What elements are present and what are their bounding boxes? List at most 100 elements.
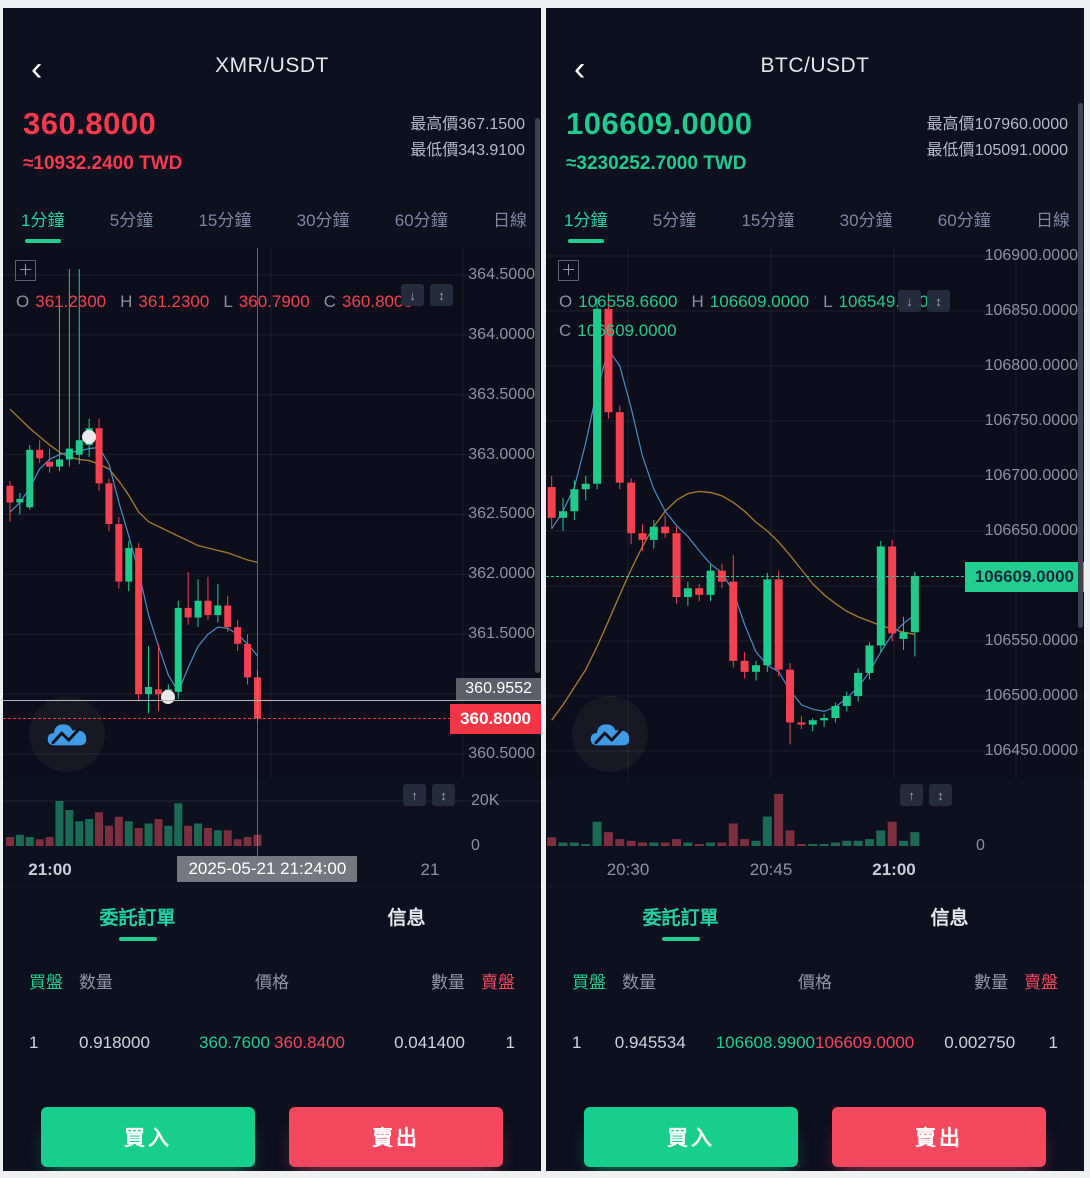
candle xyxy=(729,581,738,661)
sell-price[interactable]: 360.8400 xyxy=(274,1033,345,1052)
sell-level: 1 xyxy=(505,1033,515,1052)
candle xyxy=(115,524,123,582)
volume-bar xyxy=(154,819,163,846)
timeframe-tab[interactable]: 5分鐘 xyxy=(109,210,154,230)
volume-bar xyxy=(223,830,232,846)
scale-expand-button[interactable]: ↕ xyxy=(430,284,453,306)
candle xyxy=(6,485,14,503)
ohlc-legend-item: C 106609.0000 xyxy=(559,321,677,340)
candle xyxy=(706,570,715,595)
ticker: 106609.0000 ≈3230252.7000 TWD 最高價107960.… xyxy=(546,96,1084,200)
candlestick-chart[interactable]: ＋ O 106558.6600 H 106609.0000 L 106549.0000 C 1… xyxy=(546,247,1084,778)
order-book-row[interactable]: 1 0.945534 106608.9900 106609.0000 0.002… xyxy=(546,1033,1084,1053)
high-price: 最高價367.1500 xyxy=(410,116,525,133)
scale-down-button[interactable]: ↓ xyxy=(898,290,921,312)
tab-orders[interactable]: 委託訂單 xyxy=(3,903,272,941)
volume-bar xyxy=(144,823,153,846)
y-axis-label: 361.5000 xyxy=(468,625,535,643)
buy-button[interactable]: 買入 xyxy=(584,1107,798,1167)
header: ‹ BTC/USDT xyxy=(546,8,1084,96)
timeframe-tabs: 1分鐘 5分鐘 15分鐘 30分鐘 60分鐘 日線 xyxy=(546,200,1084,248)
scale-up-button[interactable]: ↑ xyxy=(403,784,426,806)
scrollbar[interactable] xyxy=(535,118,540,673)
buy-qty: 0.945534 xyxy=(614,1033,686,1052)
tab-info[interactable]: 信息 xyxy=(387,908,426,929)
volume-bar xyxy=(683,842,693,846)
chart-add-icon[interactable]: ＋ xyxy=(15,260,36,281)
volume-pane[interactable]: ↑ ↕ 20K 0 xyxy=(3,778,541,854)
volume-bar xyxy=(174,803,183,846)
candlestick-chart[interactable]: ＋ O 361.2300 H 361.2300 L 360.7900 C 360.8000 ↓… xyxy=(3,248,541,876)
volume-scale-buttons: ↑ ↕ xyxy=(900,784,952,806)
candle xyxy=(204,600,212,616)
timeframe-tab[interactable]: 日線 xyxy=(492,210,527,230)
price-scale-buttons: ↓ ↕ xyxy=(898,290,950,312)
volume-bar xyxy=(65,810,74,846)
candle xyxy=(774,579,783,670)
timeframe-tab[interactable]: 15分鐘 xyxy=(198,210,252,230)
scale-expand-button[interactable]: ↕ xyxy=(432,784,455,806)
candle xyxy=(65,448,73,460)
timeframe-tab[interactable]: 30分鐘 xyxy=(296,210,350,230)
candle xyxy=(638,533,647,540)
volume-bar xyxy=(55,801,64,846)
trade-actions: 買入 賣出 xyxy=(546,1093,1084,1167)
scale-expand-button[interactable]: ↕ xyxy=(927,290,950,312)
volume-bar xyxy=(672,839,682,846)
tab-orders[interactable]: 委託訂單 xyxy=(546,903,815,941)
candle xyxy=(184,607,192,618)
timeframe-tab[interactable]: 15分鐘 xyxy=(741,210,795,230)
fiat-approx: ≈3230252.7000 TWD xyxy=(566,153,747,174)
back-icon[interactable]: ‹ xyxy=(31,50,43,88)
low-price: 最低價105091.0000 xyxy=(926,142,1068,159)
timeframe-tabs: 1分鐘 5分鐘 15分鐘 30分鐘 60分鐘 日線 xyxy=(3,200,541,248)
sell-button[interactable]: 賣出 xyxy=(289,1107,503,1167)
tab-info[interactable]: 信息 xyxy=(930,908,969,929)
volume-bar xyxy=(558,842,568,846)
timeframe-tab[interactable]: 1分鐘 xyxy=(21,206,64,243)
candle xyxy=(695,588,704,595)
order-book-section: 委託訂單 信息 買盤 数量 價格 數量 賣盤 1 0.945534 106608… xyxy=(546,886,1084,1093)
volume-bar xyxy=(547,837,557,846)
chart-add-icon[interactable]: ＋ xyxy=(558,260,579,281)
sell-level: 1 xyxy=(1048,1033,1058,1052)
scale-expand-button[interactable]: ↕ xyxy=(929,784,952,806)
active-tab-underline xyxy=(661,937,700,941)
order-book-header: 買盤 数量 價格 數量 賣盤 xyxy=(3,968,541,993)
candle xyxy=(649,526,658,540)
scrollbar[interactable] xyxy=(1078,103,1083,628)
volume-pane[interactable]: ↑ ↕ 0 xyxy=(546,778,1084,854)
trade-actions: 買入 賣出 xyxy=(3,1093,541,1167)
sell-price[interactable]: 106609.0000 xyxy=(814,1033,915,1052)
order-book-row[interactable]: 1 0.918000 360.7600 360.8400 0.041400 1 xyxy=(3,1033,541,1053)
back-icon[interactable]: ‹ xyxy=(574,50,586,88)
scale-up-button[interactable]: ↑ xyxy=(900,784,923,806)
volume-axis-label: 0 xyxy=(471,837,480,854)
volume-bar xyxy=(194,823,203,846)
timeframe-tab[interactable]: 日線 xyxy=(1035,210,1070,230)
col-qty-left: 数量 xyxy=(79,973,113,992)
volume-bar xyxy=(785,830,795,846)
scale-down-button[interactable]: ↓ xyxy=(401,284,424,306)
timeframe-tab[interactable]: 30分鐘 xyxy=(839,210,893,230)
timeframe-tab[interactable]: 60分鐘 xyxy=(937,210,991,230)
sell-qty: 0.002750 xyxy=(944,1033,1016,1052)
timeframe-tab[interactable]: 60分鐘 xyxy=(394,210,448,230)
timeframe-tab[interactable]: 1分鐘 xyxy=(564,206,607,243)
volume-bar xyxy=(203,828,212,846)
timeframe-tab[interactable]: 5分鐘 xyxy=(652,210,697,230)
buy-button[interactable]: 買入 xyxy=(41,1107,255,1167)
volume-bar xyxy=(233,839,242,846)
candle xyxy=(214,605,222,616)
y-axis-label: 364.0000 xyxy=(468,325,535,343)
chart-cloud-icon xyxy=(47,724,87,746)
volume-bar xyxy=(887,821,897,846)
pair-title: BTC/USDT xyxy=(760,54,870,77)
buy-price[interactable]: 106608.9900 xyxy=(715,1033,815,1052)
trade-marker-dot xyxy=(82,429,97,444)
buy-price[interactable]: 360.7600 xyxy=(199,1033,270,1052)
y-axis-label: 362.5000 xyxy=(468,505,535,523)
sell-button[interactable]: 賣出 xyxy=(832,1107,1046,1167)
volume-bar xyxy=(615,839,625,846)
